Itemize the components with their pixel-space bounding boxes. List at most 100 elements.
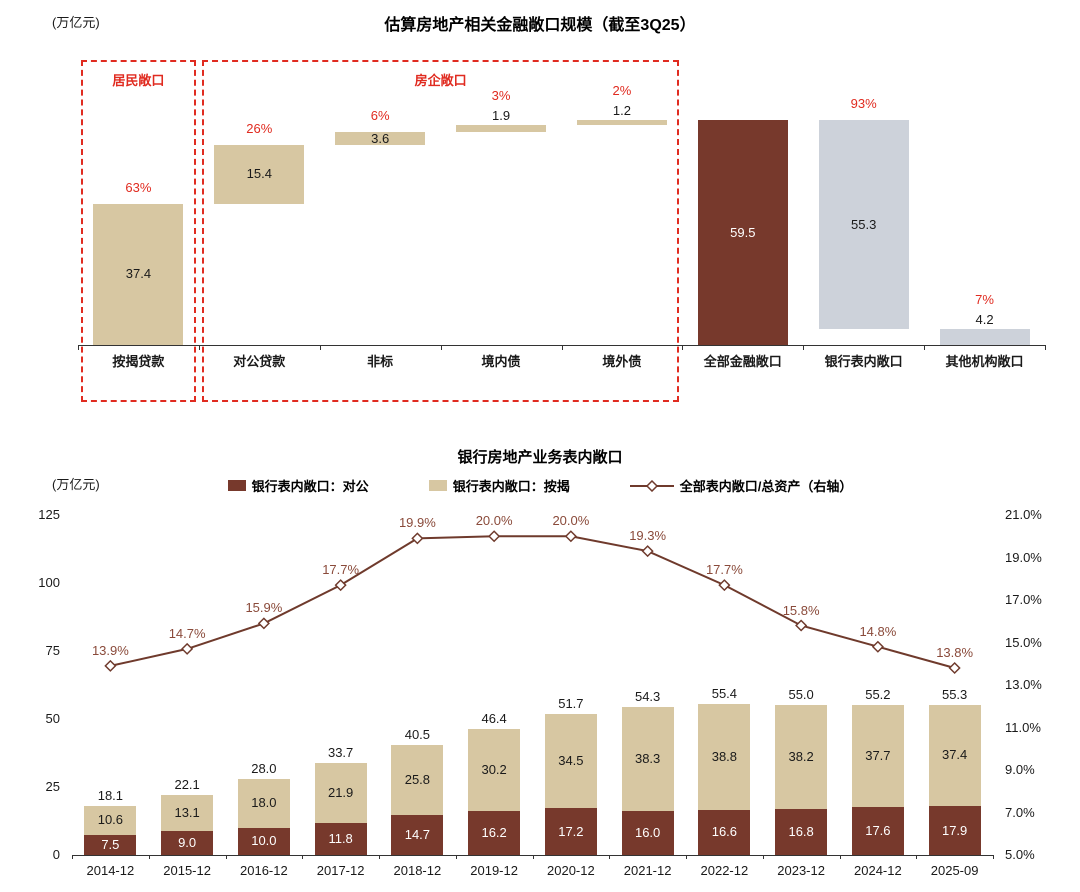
x-category-label: 2016-12	[240, 863, 288, 878]
left-axis-tick-label: 75	[45, 643, 60, 658]
bottom-plot-area: 0 25 50 75 100 125 5.0% 7.0% 9.0% 11.0% 13.0% 15.0%…	[0, 430, 1080, 892]
total-value-label: 22.1	[174, 776, 200, 792]
bar-segment-corporate	[161, 830, 214, 855]
bar-segment-corporate	[698, 809, 751, 855]
mortgage-value-label: 25.8	[404, 771, 431, 787]
legend-swatch-mortgage	[428, 480, 447, 491]
ratio-value-label: 15.8%	[782, 602, 820, 618]
legend-swatch-corporate	[227, 480, 246, 491]
ratio-value-label: 13.9%	[91, 642, 129, 658]
total-value-label: 55.4	[711, 686, 738, 702]
x-category-label: 其他机构敞口	[945, 354, 1024, 369]
group-label: 房企敞口	[414, 73, 467, 88]
x-category-label: 境内债	[481, 354, 521, 369]
right-axis-tick-label: 21.0%	[1005, 507, 1042, 522]
x-axis-tick	[225, 855, 227, 859]
mortgage-value-label: 30.2	[481, 761, 507, 777]
left-axis-tick-label: 100	[38, 575, 60, 590]
exposure-bar	[456, 124, 547, 132]
total-value-label: 18.1	[97, 787, 124, 803]
x-axis-tick	[78, 345, 79, 350]
ratio-line-marker	[718, 579, 731, 592]
bar-segment-mortgage	[161, 794, 214, 831]
top-plot-area: 居民敞口 房企敞口 37.4 63% 按揭贷款 15.4 26% 对公贷款 3.6 6% 非标 1.9…	[0, 0, 1080, 430]
bar-percent-label: 63%	[125, 179, 152, 195]
x-category-label: 对公贷款	[233, 354, 286, 369]
x-category-label: 2018-12	[393, 863, 442, 878]
bar-segment-corporate	[621, 811, 674, 855]
x-axis-tick	[302, 855, 304, 859]
x-axis-tick	[532, 855, 534, 859]
left-axis-tick-label: 25	[45, 779, 60, 794]
bank-exposure-trend-chart: 银行房地产业务表内敞口 (万亿元) 银行表内敞口：对公 银行表内敞口：按揭 全部…	[0, 430, 1080, 892]
corporate-value-label: 16.6	[711, 824, 738, 840]
bar-percent-label: 26%	[246, 121, 273, 137]
mortgage-value-label: 37.7	[865, 747, 891, 763]
bar-value-label: 37.4	[125, 266, 152, 282]
legend-label-corporate: 银行表内敞口：对公	[251, 479, 369, 494]
ratio-value-label: 15.9%	[245, 600, 283, 616]
x-axis-tick	[455, 855, 457, 859]
bar-percent-label: 3%	[491, 87, 511, 103]
bar-value-label: 1.9	[492, 107, 511, 123]
right-axis-tick-label: 19.0%	[1005, 549, 1042, 565]
bar-percent-label: 93%	[850, 96, 877, 111]
corporate-value-label: 11.8	[328, 830, 353, 846]
x-category-label: 非标	[367, 354, 394, 369]
exposure-bar	[93, 203, 184, 345]
bar-segment-corporate	[314, 822, 367, 855]
bar-percent-label: 6%	[370, 107, 390, 123]
x-axis-tick	[148, 855, 150, 859]
x-category-label: 2024-12	[854, 863, 902, 878]
ratio-value-label: 20.0%	[475, 513, 513, 529]
x-category-label: 2023-12	[777, 863, 825, 878]
right-axis-tick-label: 17.0%	[1005, 592, 1042, 607]
right-axis-tick-label: 11.0%	[1005, 719, 1041, 735]
ratio-value-label: 17.7%	[322, 562, 360, 578]
mortgage-value-label: 38.8	[711, 749, 738, 765]
corporate-value-label: 17.9	[941, 822, 968, 838]
x-axis-tick	[803, 345, 805, 350]
mortgage-value-label: 37.4	[941, 747, 968, 763]
top-chart-title: 估算房地产相关金融敞口规模（截至3Q25）	[384, 17, 696, 34]
exposure-waterfall-chart: (万亿元) 估算房地产相关金融敞口规模（截至3Q25） 居民敞口 房企敞口 37.4…	[0, 0, 1080, 430]
ratio-line-marker	[488, 530, 501, 543]
x-category-label: 2019-12	[470, 863, 518, 878]
right-axis-tick-label: 9.0%	[1005, 762, 1035, 777]
bar-segment-mortgage	[775, 705, 828, 810]
bar-segment-mortgage	[544, 714, 597, 809]
mortgage-value-label: 21.9	[327, 785, 354, 801]
total-value-label: 55.2	[865, 686, 891, 702]
legend-item-ratio: 全部表内敞口/总资产（右轴）	[629, 476, 852, 495]
bar-segment-corporate	[237, 827, 290, 855]
total-value-label: 51.7	[558, 696, 584, 712]
mortgage-value-label: 38.2	[788, 749, 814, 765]
group-box: 居民敞口	[81, 60, 196, 402]
ratio-line-marker	[564, 530, 577, 543]
bar-segment-corporate	[468, 810, 521, 855]
ratio-value-label: 19.3%	[629, 528, 667, 544]
x-axis-tick	[319, 345, 321, 350]
x-axis-tick	[198, 345, 200, 350]
bar-segment-corporate	[851, 807, 904, 855]
ratio-line-marker	[871, 640, 884, 653]
x-category-label: 境外债	[602, 354, 642, 369]
x-category-label: 全部金融敞口	[703, 354, 782, 369]
right-axis-tick-label: 5.0%	[1005, 847, 1035, 862]
x-axis-tick	[924, 345, 926, 350]
corporate-value-label: 17.2	[558, 823, 584, 839]
mortgage-value-label: 38.3	[634, 751, 661, 767]
right-axis-tick-label: 13.0%	[1005, 677, 1042, 692]
exposure-bar	[576, 120, 667, 125]
ratio-line-marker	[411, 532, 424, 545]
ratio-value-label: 14.7%	[168, 625, 206, 641]
corporate-value-label: 16.0	[634, 825, 661, 841]
ratio-line-marker	[334, 579, 347, 592]
x-category-label: 2014-12	[86, 863, 135, 878]
total-value-label: 55.3	[941, 686, 968, 702]
mortgage-value-label: 13.1	[174, 804, 200, 820]
x-axis-tick	[682, 345, 684, 350]
x-category-label: 2017-12	[316, 863, 365, 878]
legend: 银行表内敞口：对公 银行表内敞口：按揭 全部表内敞口/总资产（右轴）	[0, 476, 1080, 495]
x-axis-tick	[1045, 345, 1046, 350]
